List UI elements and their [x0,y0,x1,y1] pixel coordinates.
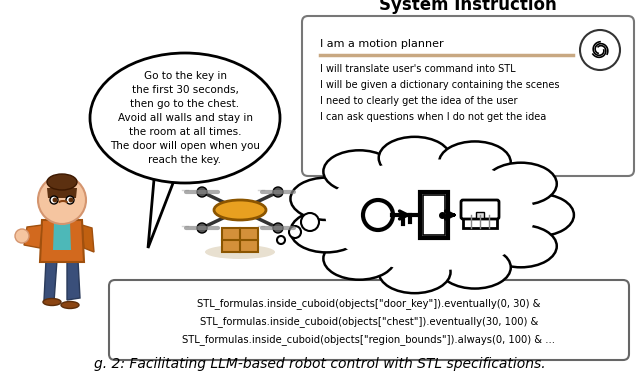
Circle shape [273,187,283,197]
Circle shape [68,198,74,202]
Ellipse shape [502,194,574,236]
Circle shape [66,196,74,204]
Ellipse shape [325,159,534,271]
Text: I will be given a dictionary containing the scenes: I will be given a dictionary containing … [320,80,559,90]
Bar [476,212,484,218]
Bar [57,208,67,222]
Circle shape [197,187,207,197]
Polygon shape [82,225,94,252]
Circle shape [38,176,86,224]
Ellipse shape [379,251,451,293]
Text: I can ask questions when I do not get the idea: I can ask questions when I do not get th… [320,112,547,122]
Text: Go to the key in
the first 30 seconds,
then go to the chest.
Avoid all walls and: Go to the key in the first 30 seconds, t… [110,71,260,165]
Text: g. 2: Facilitating LLM-based robot control with STL specifications.: g. 2: Facilitating LLM-based robot contr… [94,357,546,371]
Ellipse shape [61,302,79,308]
Circle shape [15,229,29,243]
Circle shape [273,223,283,233]
Polygon shape [47,188,77,198]
Ellipse shape [214,200,266,220]
Ellipse shape [439,246,511,288]
Circle shape [277,236,285,244]
Circle shape [52,198,58,202]
Ellipse shape [43,299,61,305]
Polygon shape [148,168,175,248]
Circle shape [580,30,620,70]
Bar [222,228,258,252]
Ellipse shape [439,141,511,184]
Circle shape [197,223,207,233]
Ellipse shape [47,174,77,190]
Ellipse shape [485,225,557,267]
Text: STL_formulas.inside_cuboid(objects["door_key"]).eventually(0, 30) &: STL_formulas.inside_cuboid(objects["door… [197,299,541,310]
Polygon shape [44,260,57,302]
Polygon shape [40,220,84,262]
Circle shape [289,226,301,238]
Ellipse shape [323,238,395,280]
Polygon shape [155,168,175,178]
Polygon shape [53,222,71,250]
Text: I will translate user's command into STL: I will translate user's command into STL [320,64,516,74]
Ellipse shape [291,178,362,220]
Ellipse shape [323,150,395,193]
Polygon shape [67,260,80,300]
Ellipse shape [90,53,280,183]
FancyBboxPatch shape [461,200,499,219]
Circle shape [50,196,58,204]
Polygon shape [24,225,42,248]
Ellipse shape [485,163,557,205]
Bar [420,192,448,238]
Ellipse shape [379,137,451,179]
Text: I need to clearly get the idea of the user: I need to clearly get the idea of the us… [320,96,518,106]
Text: STL_formulas.inside_cuboid(objects["region_bounds"]).always(0, 100) & ...: STL_formulas.inside_cuboid(objects["regi… [182,334,556,345]
Ellipse shape [291,210,362,252]
FancyBboxPatch shape [302,16,634,176]
FancyBboxPatch shape [109,280,629,360]
Bar [423,195,445,235]
Text: STL_formulas.inside_cuboid(objects["chest"]).eventually(30, 100) &: STL_formulas.inside_cuboid(objects["ches… [200,317,538,328]
Circle shape [301,213,319,231]
Text: System Instruction: System Instruction [379,0,557,14]
Ellipse shape [205,245,275,259]
Bar [463,215,497,228]
Text: I am a motion planner: I am a motion planner [320,39,444,49]
